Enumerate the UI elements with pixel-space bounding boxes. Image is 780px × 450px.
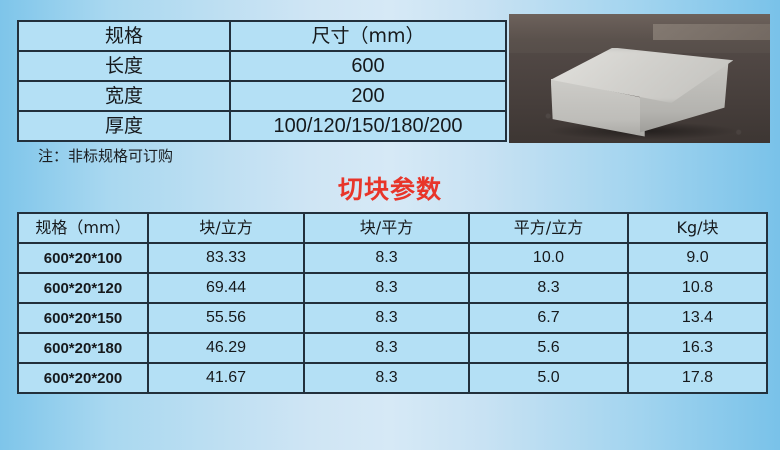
table-row: 宽度 200 [17, 80, 507, 112]
spec-header-label: 规格 [17, 20, 231, 52]
table-row: 600*20*180 46.29 8.3 5.6 16.3 [17, 332, 768, 364]
cell-blocks-per-cubic: 55.56 [147, 302, 305, 334]
cell-kg-per-block: 9.0 [627, 242, 768, 274]
aac-block-photo [509, 14, 770, 143]
table-row: 600*20*100 83.33 8.3 10.0 9.0 [17, 242, 768, 274]
cell-kg-per-block: 16.3 [627, 332, 768, 364]
spec-row-label-length: 长度 [17, 50, 231, 82]
column-header-blocks-per-square: 块/平方 [303, 212, 470, 244]
cell-square-per-cubic: 8.3 [468, 272, 629, 304]
cell-blocks-per-square: 8.3 [303, 272, 470, 304]
column-header-spec: 规格（mm） [17, 212, 149, 244]
cell-square-per-cubic: 10.0 [468, 242, 629, 274]
cell-square-per-cubic: 5.6 [468, 332, 629, 364]
table-row: 厚度 100/120/150/180/200 [17, 110, 507, 142]
column-header-square-per-cubic: 平方/立方 [468, 212, 629, 244]
table-row: 600*20*120 69.44 8.3 8.3 10.8 [17, 272, 768, 304]
cell-blocks-per-cubic: 46.29 [147, 332, 305, 364]
parameters-table-body: 600*20*100 83.33 8.3 10.0 9.0 600*20*120… [17, 242, 768, 394]
column-header-blocks-per-cubic: 块/立方 [147, 212, 305, 244]
cell-spec: 600*20*120 [17, 272, 149, 304]
cell-spec: 600*20*180 [17, 332, 149, 364]
cell-blocks-per-cubic: 41.67 [147, 362, 305, 394]
cell-kg-per-block: 13.4 [627, 302, 768, 334]
spec-row-value-width: 200 [229, 80, 507, 112]
table-row: 600*20*200 41.67 8.3 5.0 17.8 [17, 362, 768, 394]
cell-blocks-per-square: 8.3 [303, 332, 470, 364]
specification-note: 注：非标规格可订购 [38, 147, 174, 165]
cell-blocks-per-cubic: 83.33 [147, 242, 305, 274]
specification-table: 规格 尺寸（mm） 长度 600 宽度 200 厚度 100/120/150/1… [17, 20, 507, 142]
cell-blocks-per-square: 8.3 [303, 242, 470, 274]
parameters-table-head: 规格（mm） 块/立方 块/平方 平方/立方 Kg/块 [17, 212, 768, 244]
table-header-row: 规格（mm） 块/立方 块/平方 平方/立方 Kg/块 [17, 212, 768, 244]
spec-row-value-thickness: 100/120/150/180/200 [229, 110, 507, 142]
spec-header-value: 尺寸（mm） [229, 20, 507, 52]
table-row: 600*20*150 55.56 8.3 6.7 13.4 [17, 302, 768, 334]
cell-blocks-per-cubic: 69.44 [147, 272, 305, 304]
column-header-kg-per-block: Kg/块 [627, 212, 768, 244]
photo-background-strip [652, 24, 770, 40]
cell-spec: 600*20*150 [17, 302, 149, 334]
cell-square-per-cubic: 6.7 [468, 302, 629, 334]
spec-row-label-width: 宽度 [17, 80, 231, 112]
cell-square-per-cubic: 5.0 [468, 362, 629, 394]
cell-spec: 600*20*200 [17, 362, 149, 394]
cutting-parameters-table: 规格（mm） 块/立方 块/平方 平方/立方 Kg/块 600*20*100 8… [17, 212, 768, 394]
cell-blocks-per-square: 8.3 [303, 302, 470, 334]
cell-blocks-per-square: 8.3 [303, 362, 470, 394]
cell-kg-per-block: 17.8 [627, 362, 768, 394]
cell-spec: 600*20*100 [17, 242, 149, 274]
cell-kg-per-block: 10.8 [627, 272, 768, 304]
specification-table-body: 规格 尺寸（mm） 长度 600 宽度 200 厚度 100/120/150/1… [17, 20, 507, 142]
table-row: 长度 600 [17, 50, 507, 82]
table-row: 规格 尺寸（mm） [17, 20, 507, 52]
spec-row-value-length: 600 [229, 50, 507, 82]
page-title: 切块参数 [337, 175, 442, 204]
spec-row-label-thickness: 厚度 [17, 110, 231, 142]
